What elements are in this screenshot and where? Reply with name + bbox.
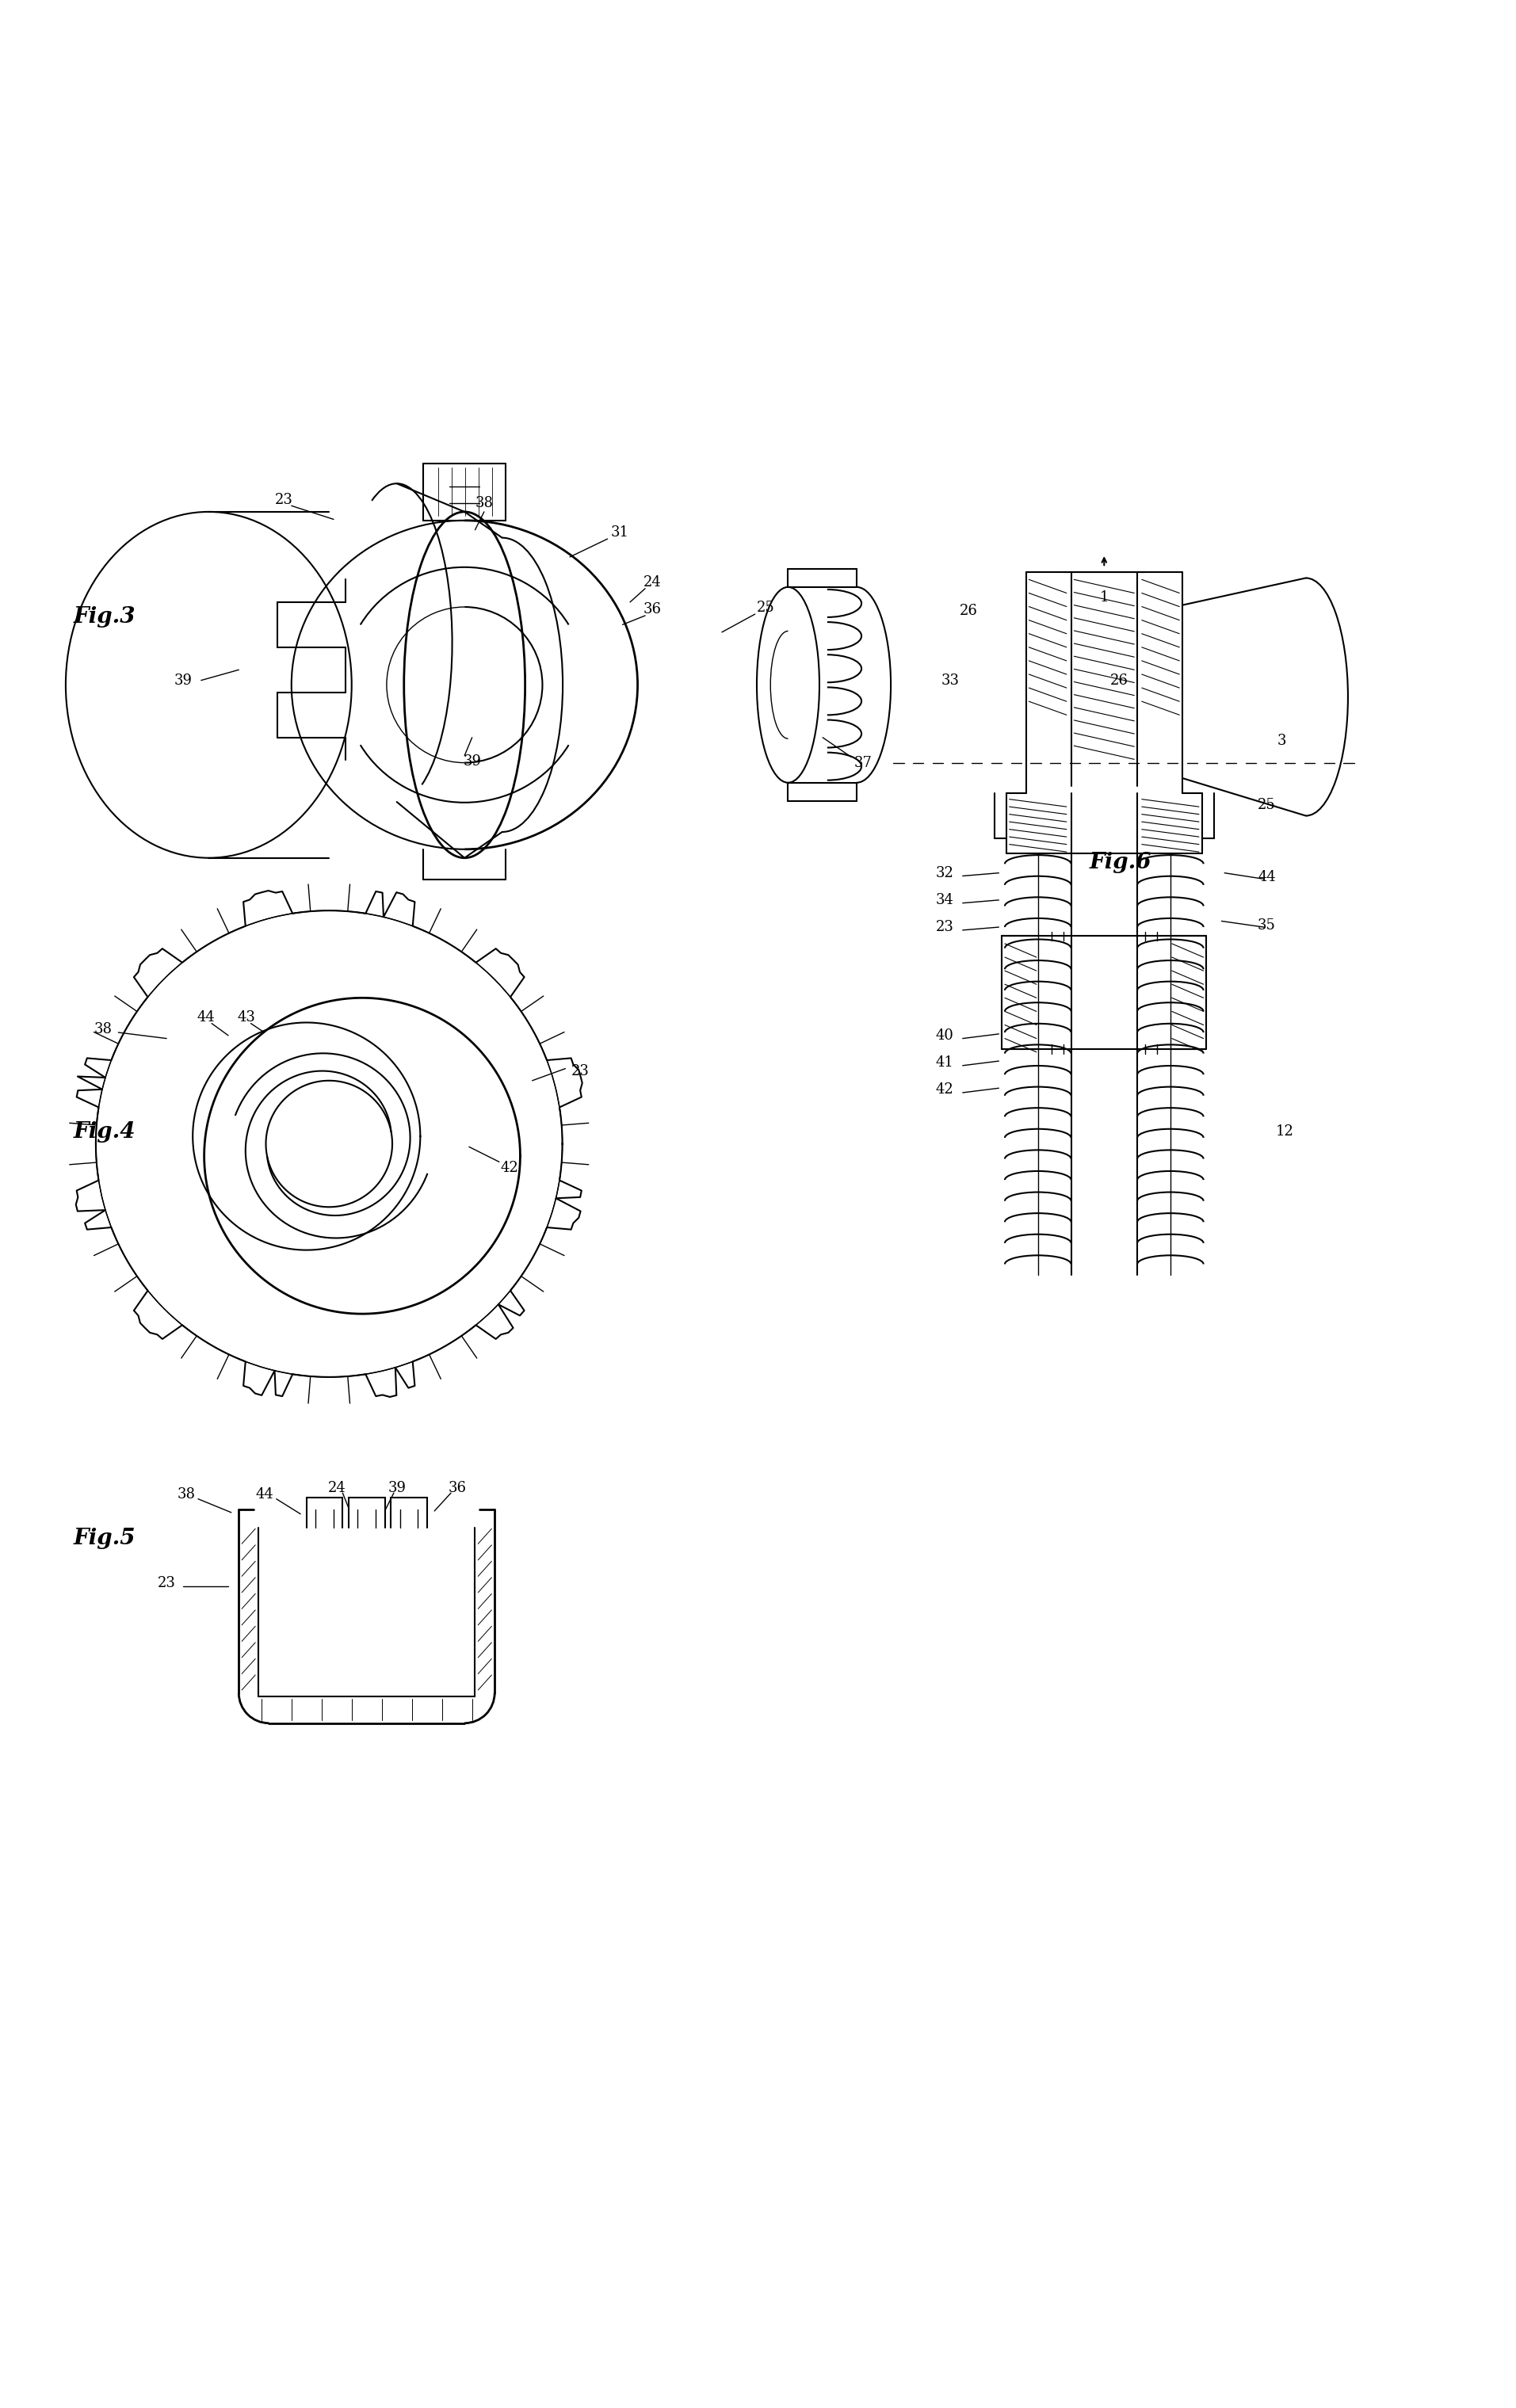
Text: 1: 1 [1099, 590, 1108, 604]
Text: Fig.6: Fig.6 [1088, 852, 1151, 874]
Text: 38: 38 [475, 496, 493, 510]
Text: 36: 36 [447, 1481, 465, 1495]
Text: 38: 38 [94, 1023, 112, 1035]
Text: Fig.3: Fig.3 [73, 607, 135, 628]
Text: 39: 39 [174, 674, 193, 686]
Text: 25: 25 [1258, 797, 1275, 811]
Text: 33: 33 [941, 674, 960, 686]
Text: 36: 36 [643, 602, 662, 616]
Text: 38: 38 [177, 1488, 196, 1503]
Text: 44: 44 [1258, 869, 1275, 884]
Text: 40: 40 [935, 1028, 954, 1043]
Text: Fig.5: Fig.5 [73, 1527, 135, 1548]
Text: 34: 34 [935, 893, 954, 908]
Text: 26: 26 [1110, 674, 1128, 686]
Text: 12: 12 [1275, 1125, 1293, 1139]
Text: 3: 3 [1276, 734, 1286, 746]
Text: 23: 23 [935, 920, 954, 934]
Text: 44: 44 [255, 1488, 273, 1503]
Text: 39: 39 [388, 1481, 406, 1495]
Text: 23: 23 [158, 1577, 176, 1589]
Text: 44: 44 [197, 1011, 215, 1023]
Text: 35: 35 [1258, 917, 1276, 932]
Text: 25: 25 [756, 602, 775, 614]
Text: 42: 42 [935, 1084, 954, 1096]
Text: 24: 24 [644, 576, 661, 590]
Text: 43: 43 [236, 1011, 255, 1023]
Text: 37: 37 [855, 756, 872, 771]
Text: 39: 39 [462, 754, 481, 768]
Text: Fig.4: Fig.4 [73, 1122, 135, 1141]
Text: 32: 32 [935, 867, 954, 879]
Text: 23: 23 [274, 494, 293, 508]
Text: 24: 24 [327, 1481, 346, 1495]
Text: 26: 26 [960, 604, 978, 619]
Text: 42: 42 [500, 1161, 518, 1175]
Text: 23: 23 [572, 1064, 590, 1079]
Text: 31: 31 [611, 525, 629, 539]
Text: 41: 41 [935, 1055, 954, 1069]
